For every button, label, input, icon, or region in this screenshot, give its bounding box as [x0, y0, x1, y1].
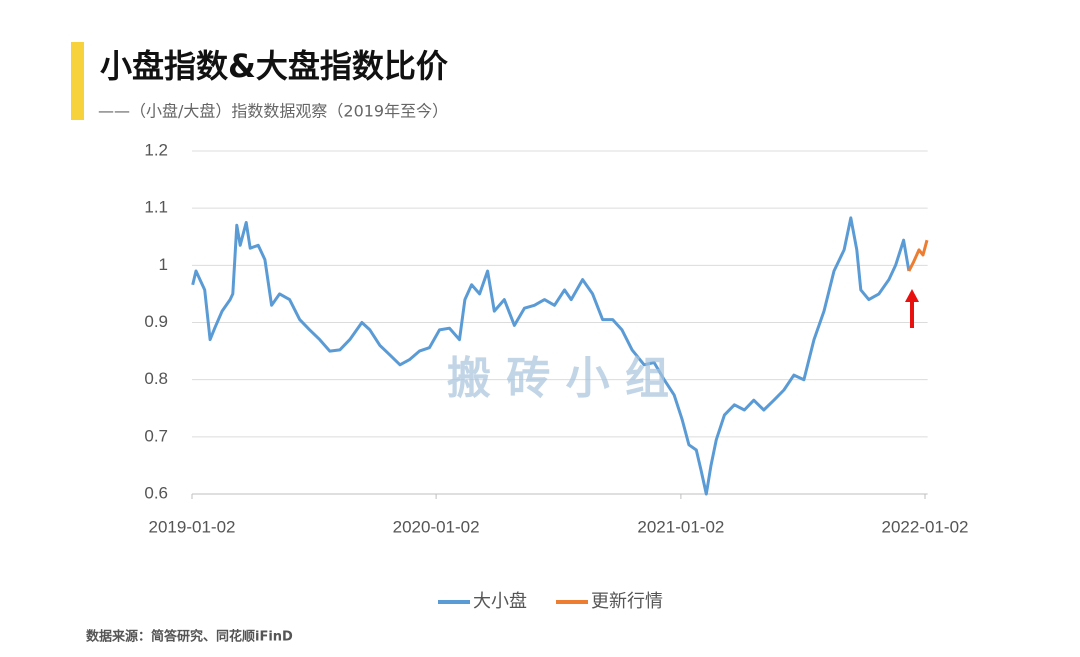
y-tick-label: 1.1: [144, 198, 168, 217]
y-tick-label: 0.8: [144, 369, 168, 388]
legend-item: 更新行情: [556, 591, 663, 612]
title-bar: [71, 42, 84, 120]
annotation-arrow: [905, 289, 919, 328]
x-tick-label: 2019-01-02: [149, 517, 236, 536]
legend-label: 更新行情: [591, 591, 663, 612]
x-tick-label: 2022-01-02: [882, 517, 969, 536]
y-tick-label: 0.7: [144, 426, 168, 445]
source: 数据来源：简答研究、同花顺iFinD: [86, 629, 293, 645]
legend-item: 大小盘: [438, 591, 527, 612]
y-tick-label: 0.6: [144, 483, 168, 502]
series-line: [191, 216, 911, 496]
x-tick-label: 2021-01-02: [637, 517, 724, 536]
x-tick-label: 2020-01-02: [393, 517, 480, 536]
plot: 0.6 0.7 0.8 0.9 1 1.1 1.2 2019-01-02 2020-01-02 2…: [144, 140, 968, 536]
y-tick-label: 1.2: [144, 140, 168, 159]
series-line: [907, 239, 929, 272]
y-tick-label: 1: [159, 255, 168, 274]
y-tick-label: 0.9: [144, 312, 168, 331]
legend-label: 大小盘: [473, 591, 527, 612]
watermark: 搬 砖 小 组: [447, 353, 669, 404]
subtitle: ——（小盘/大盘）指数数据观察（2019年至今）: [98, 102, 448, 121]
title: 小盘指数&大盘指数比价: [100, 47, 448, 85]
